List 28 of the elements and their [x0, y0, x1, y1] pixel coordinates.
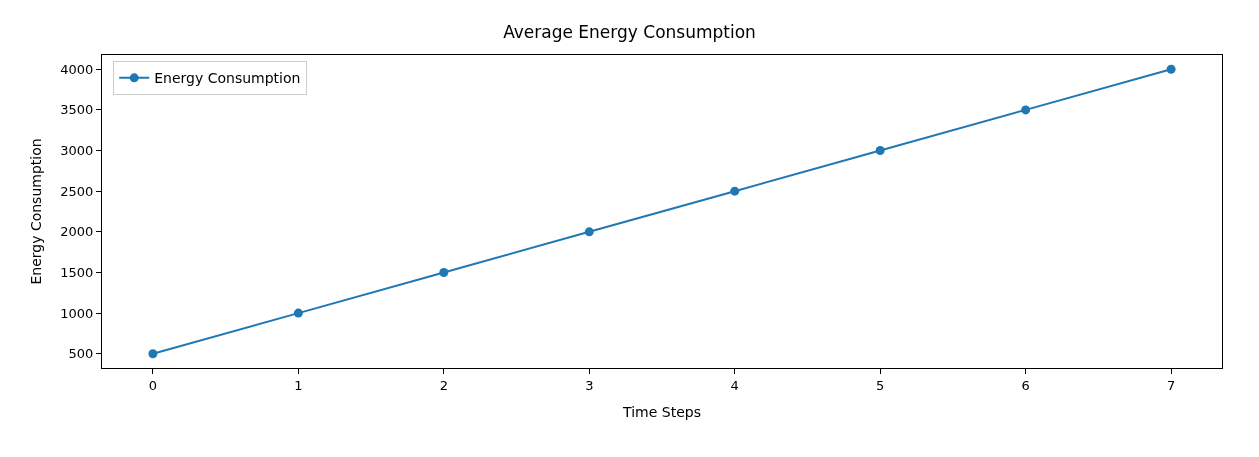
y-tick-label: 4000	[60, 61, 94, 77]
y-tick-label: 3500	[60, 102, 94, 118]
x-tick-label: 7	[1166, 377, 1176, 393]
point	[1166, 64, 1176, 74]
y-tick-label: 1500	[60, 265, 94, 281]
x-tick-label: 1	[294, 377, 303, 393]
point	[584, 227, 594, 237]
y-tick-label: 2500	[60, 183, 94, 199]
y-tick-label: 1000	[60, 305, 94, 321]
point	[439, 267, 449, 277]
point	[293, 308, 303, 318]
y-tick-label: 500	[68, 346, 94, 362]
x-tick-label: 5	[876, 377, 885, 393]
x-tick-label: 2	[439, 377, 448, 393]
x-tick-label: 4	[730, 377, 739, 393]
point	[875, 146, 885, 156]
legend-label: Energy Consumption	[154, 70, 301, 87]
point	[148, 349, 158, 359]
chart-title: Average Energy Consumption	[503, 21, 756, 42]
x-tick-label: 3	[585, 377, 594, 393]
y-tick-label: 2000	[60, 224, 94, 240]
x-tick-label: 0	[148, 377, 158, 393]
point	[730, 186, 740, 196]
y-tick-label: 3000	[60, 143, 94, 159]
y-axis-title: Energy Consumption	[27, 138, 44, 285]
x-axis-title: Time Steps	[622, 403, 701, 420]
point	[1021, 105, 1031, 115]
x-tick-label: 6	[1021, 377, 1030, 393]
